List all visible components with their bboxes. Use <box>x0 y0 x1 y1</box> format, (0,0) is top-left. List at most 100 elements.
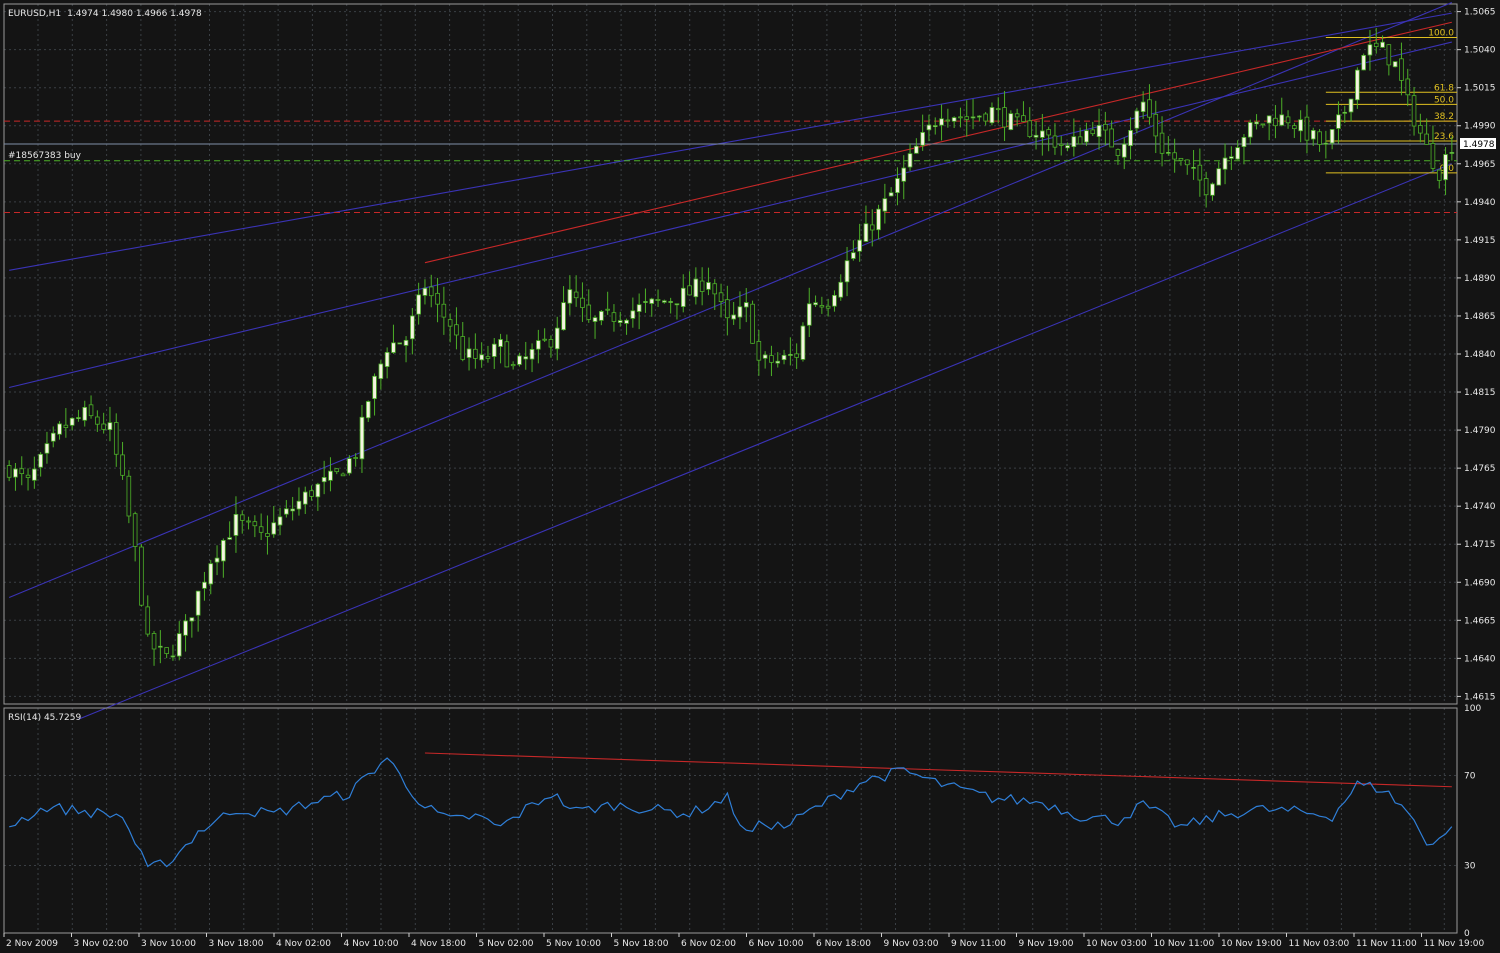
candle-body <box>195 590 201 616</box>
candle-body <box>19 468 25 475</box>
candle <box>403 336 409 363</box>
candle-body <box>851 252 856 259</box>
candle-body <box>1077 136 1083 145</box>
candle <box>573 275 579 307</box>
price-tick-label: 1.4990 <box>1464 122 1496 132</box>
price-tick-label: 1.5040 <box>1464 46 1496 56</box>
candle <box>126 470 132 524</box>
candle-body <box>983 113 988 122</box>
candle-body <box>964 116 970 120</box>
candle <box>951 116 957 129</box>
candle <box>643 288 648 313</box>
candle-body <box>775 360 781 364</box>
rsi-trendlines[interactable] <box>424 752 1452 788</box>
candle-body <box>1386 44 1392 66</box>
candle-body <box>1241 137 1247 148</box>
candle <box>1077 127 1083 145</box>
candle <box>580 282 585 322</box>
candle-body <box>510 364 516 367</box>
time-tick-label: 5 Nov 02:00 <box>479 939 534 949</box>
candle-body <box>183 620 188 636</box>
candle-body <box>599 311 604 321</box>
candle <box>1260 123 1266 128</box>
candle <box>1134 107 1140 134</box>
candle-body <box>1014 113 1020 118</box>
candle-body <box>1115 149 1121 156</box>
trendline[interactable] <box>78 163 1453 720</box>
candle-body <box>391 342 396 353</box>
candle-body <box>624 319 629 324</box>
candle <box>44 431 50 464</box>
candle-body <box>1229 156 1234 159</box>
price-tick-label: 1.4765 <box>1464 464 1496 474</box>
candle <box>939 104 944 141</box>
candle <box>145 595 151 637</box>
rsi-line <box>9 757 1453 868</box>
trendline[interactable] <box>9 12 1452 271</box>
candle <box>863 205 869 243</box>
fib-level-label: 100.0 <box>1428 28 1454 38</box>
candle <box>170 644 176 661</box>
candle <box>932 117 938 135</box>
candle-body <box>838 281 844 298</box>
candle-body <box>1266 115 1272 124</box>
candle-body <box>347 458 352 474</box>
candle-body <box>284 508 289 515</box>
trendline[interactable] <box>8 1 1453 598</box>
trendline[interactable] <box>424 752 1452 788</box>
candle-body <box>901 167 907 182</box>
candle-body <box>617 320 623 323</box>
candle <box>265 515 270 555</box>
candle <box>284 500 289 518</box>
trendline[interactable] <box>424 21 1452 264</box>
candle-body <box>214 557 220 563</box>
trendline[interactable] <box>9 41 1452 389</box>
candle-body <box>246 520 251 523</box>
candle-body <box>857 239 862 252</box>
candle-body <box>1260 123 1266 126</box>
candle-body <box>1304 116 1310 141</box>
candle-body <box>951 117 957 122</box>
candle <box>662 299 667 304</box>
candle <box>1373 28 1379 54</box>
time-tick-label: 3 Nov 02:00 <box>74 939 129 949</box>
time-tick-label: 2 Nov 2009 <box>6 939 58 949</box>
price-tick-label: 1.4640 <box>1464 654 1496 664</box>
candle <box>636 293 642 330</box>
candle <box>914 138 919 154</box>
candle-body <box>718 292 724 302</box>
candle <box>1203 171 1209 208</box>
rsi-panel[interactable]: RSI(14) 45.7259 <box>3 707 1458 934</box>
candle <box>605 291 610 315</box>
price-tick-label: 1.4940 <box>1464 198 1496 208</box>
candle <box>781 349 787 365</box>
candle-body <box>1065 145 1070 149</box>
candle <box>523 341 529 370</box>
candle <box>271 506 277 538</box>
candle <box>1392 61 1398 68</box>
candle <box>221 538 226 578</box>
candle <box>1266 115 1272 141</box>
price-panel[interactable]: 100.061.850.038.223.60.0 EURUSD,H11.4974… <box>3 1 1458 720</box>
candle <box>19 456 25 486</box>
candle-body <box>101 423 106 430</box>
candle <box>756 329 762 376</box>
candle <box>1380 35 1385 48</box>
rsi-tick-label: 0 <box>1464 929 1470 939</box>
candle <box>995 97 1001 124</box>
candle <box>479 342 484 368</box>
candle <box>1367 29 1373 71</box>
fibonacci-retracement[interactable]: 100.061.850.038.223.60.0 <box>1325 28 1457 174</box>
candle <box>725 285 730 336</box>
candle-body <box>687 285 692 296</box>
candle <box>983 111 988 126</box>
candle <box>718 283 724 318</box>
trendlines[interactable] <box>4 1 1457 720</box>
candle <box>504 334 510 368</box>
rsi-panel-border <box>3 707 1458 934</box>
candle <box>529 343 535 373</box>
candle <box>428 274 434 308</box>
candle-body <box>290 508 295 512</box>
candle-body <box>252 521 258 527</box>
